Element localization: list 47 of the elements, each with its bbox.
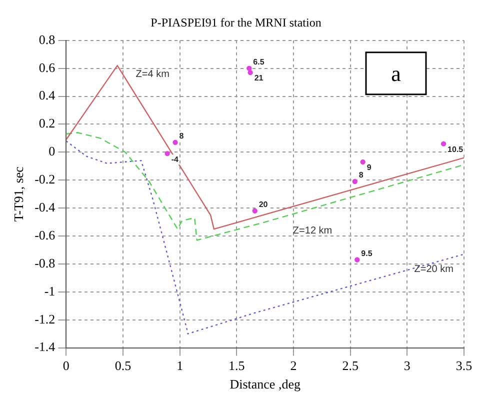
x-tick-label: 3 [404, 358, 410, 374]
y-tick-label: 0.2 [38, 116, 56, 131]
point [440, 141, 446, 146]
x-tick-label: 0.5 [114, 358, 132, 374]
y-tick-label: 0 [48, 144, 56, 159]
annotation: 8 [179, 132, 184, 141]
y-tick-label: -1.2 [34, 311, 56, 326]
annotation: Z=20 km [414, 264, 454, 276]
x-tick-label: 1 [176, 358, 184, 374]
point [352, 178, 358, 184]
annotation: 9.5 [361, 248, 373, 258]
y-tick-label: -0.6 [34, 227, 56, 242]
annotation: 10.5 [448, 145, 464, 154]
point [252, 208, 258, 214]
y-tick-label: -0.4 [34, 199, 56, 214]
annotation: Z=4 km [136, 68, 170, 80]
x-tick-label: 0 [62, 358, 70, 374]
y-tick-label: -0.2 [34, 172, 56, 187]
x-tick-label: 2 [290, 358, 297, 374]
line-series [66, 132, 464, 241]
annotation: 8 [358, 170, 364, 180]
y-tick-label: -0.8 [34, 255, 56, 270]
y-tick-label: 0.6 [38, 60, 56, 75]
x-tick-label: 3.5 [456, 358, 472, 374]
y-tick-label: 0.4 [38, 88, 56, 103]
y-tick-label: -1 [44, 283, 56, 298]
annotation: 21 [254, 74, 264, 83]
line-series [66, 140, 464, 334]
annotation: a [391, 61, 402, 86]
annotation: 6.5 [253, 58, 265, 67]
annotation: 9 [366, 163, 372, 172]
x-tick-label: 2.5 [342, 358, 358, 374]
annotation: 20 [258, 200, 268, 210]
y-axis-title: T-T91, sec [11, 166, 26, 222]
annotation: -4 [171, 154, 180, 164]
point [172, 140, 178, 145]
point [248, 70, 253, 76]
point [164, 150, 170, 156]
y-tick-label: -1.4 [34, 339, 56, 354]
x-axis-title: Distance ,deg [230, 376, 301, 392]
point [354, 257, 360, 262]
point [246, 66, 252, 71]
annotation: Z=12 km [292, 226, 332, 237]
chart-title: P-PIASPEI91 for the MRNI station [150, 15, 322, 30]
y-tick-label: 0.8 [38, 32, 56, 47]
point [360, 159, 366, 165]
x-tick-label: 1.5 [228, 358, 245, 374]
